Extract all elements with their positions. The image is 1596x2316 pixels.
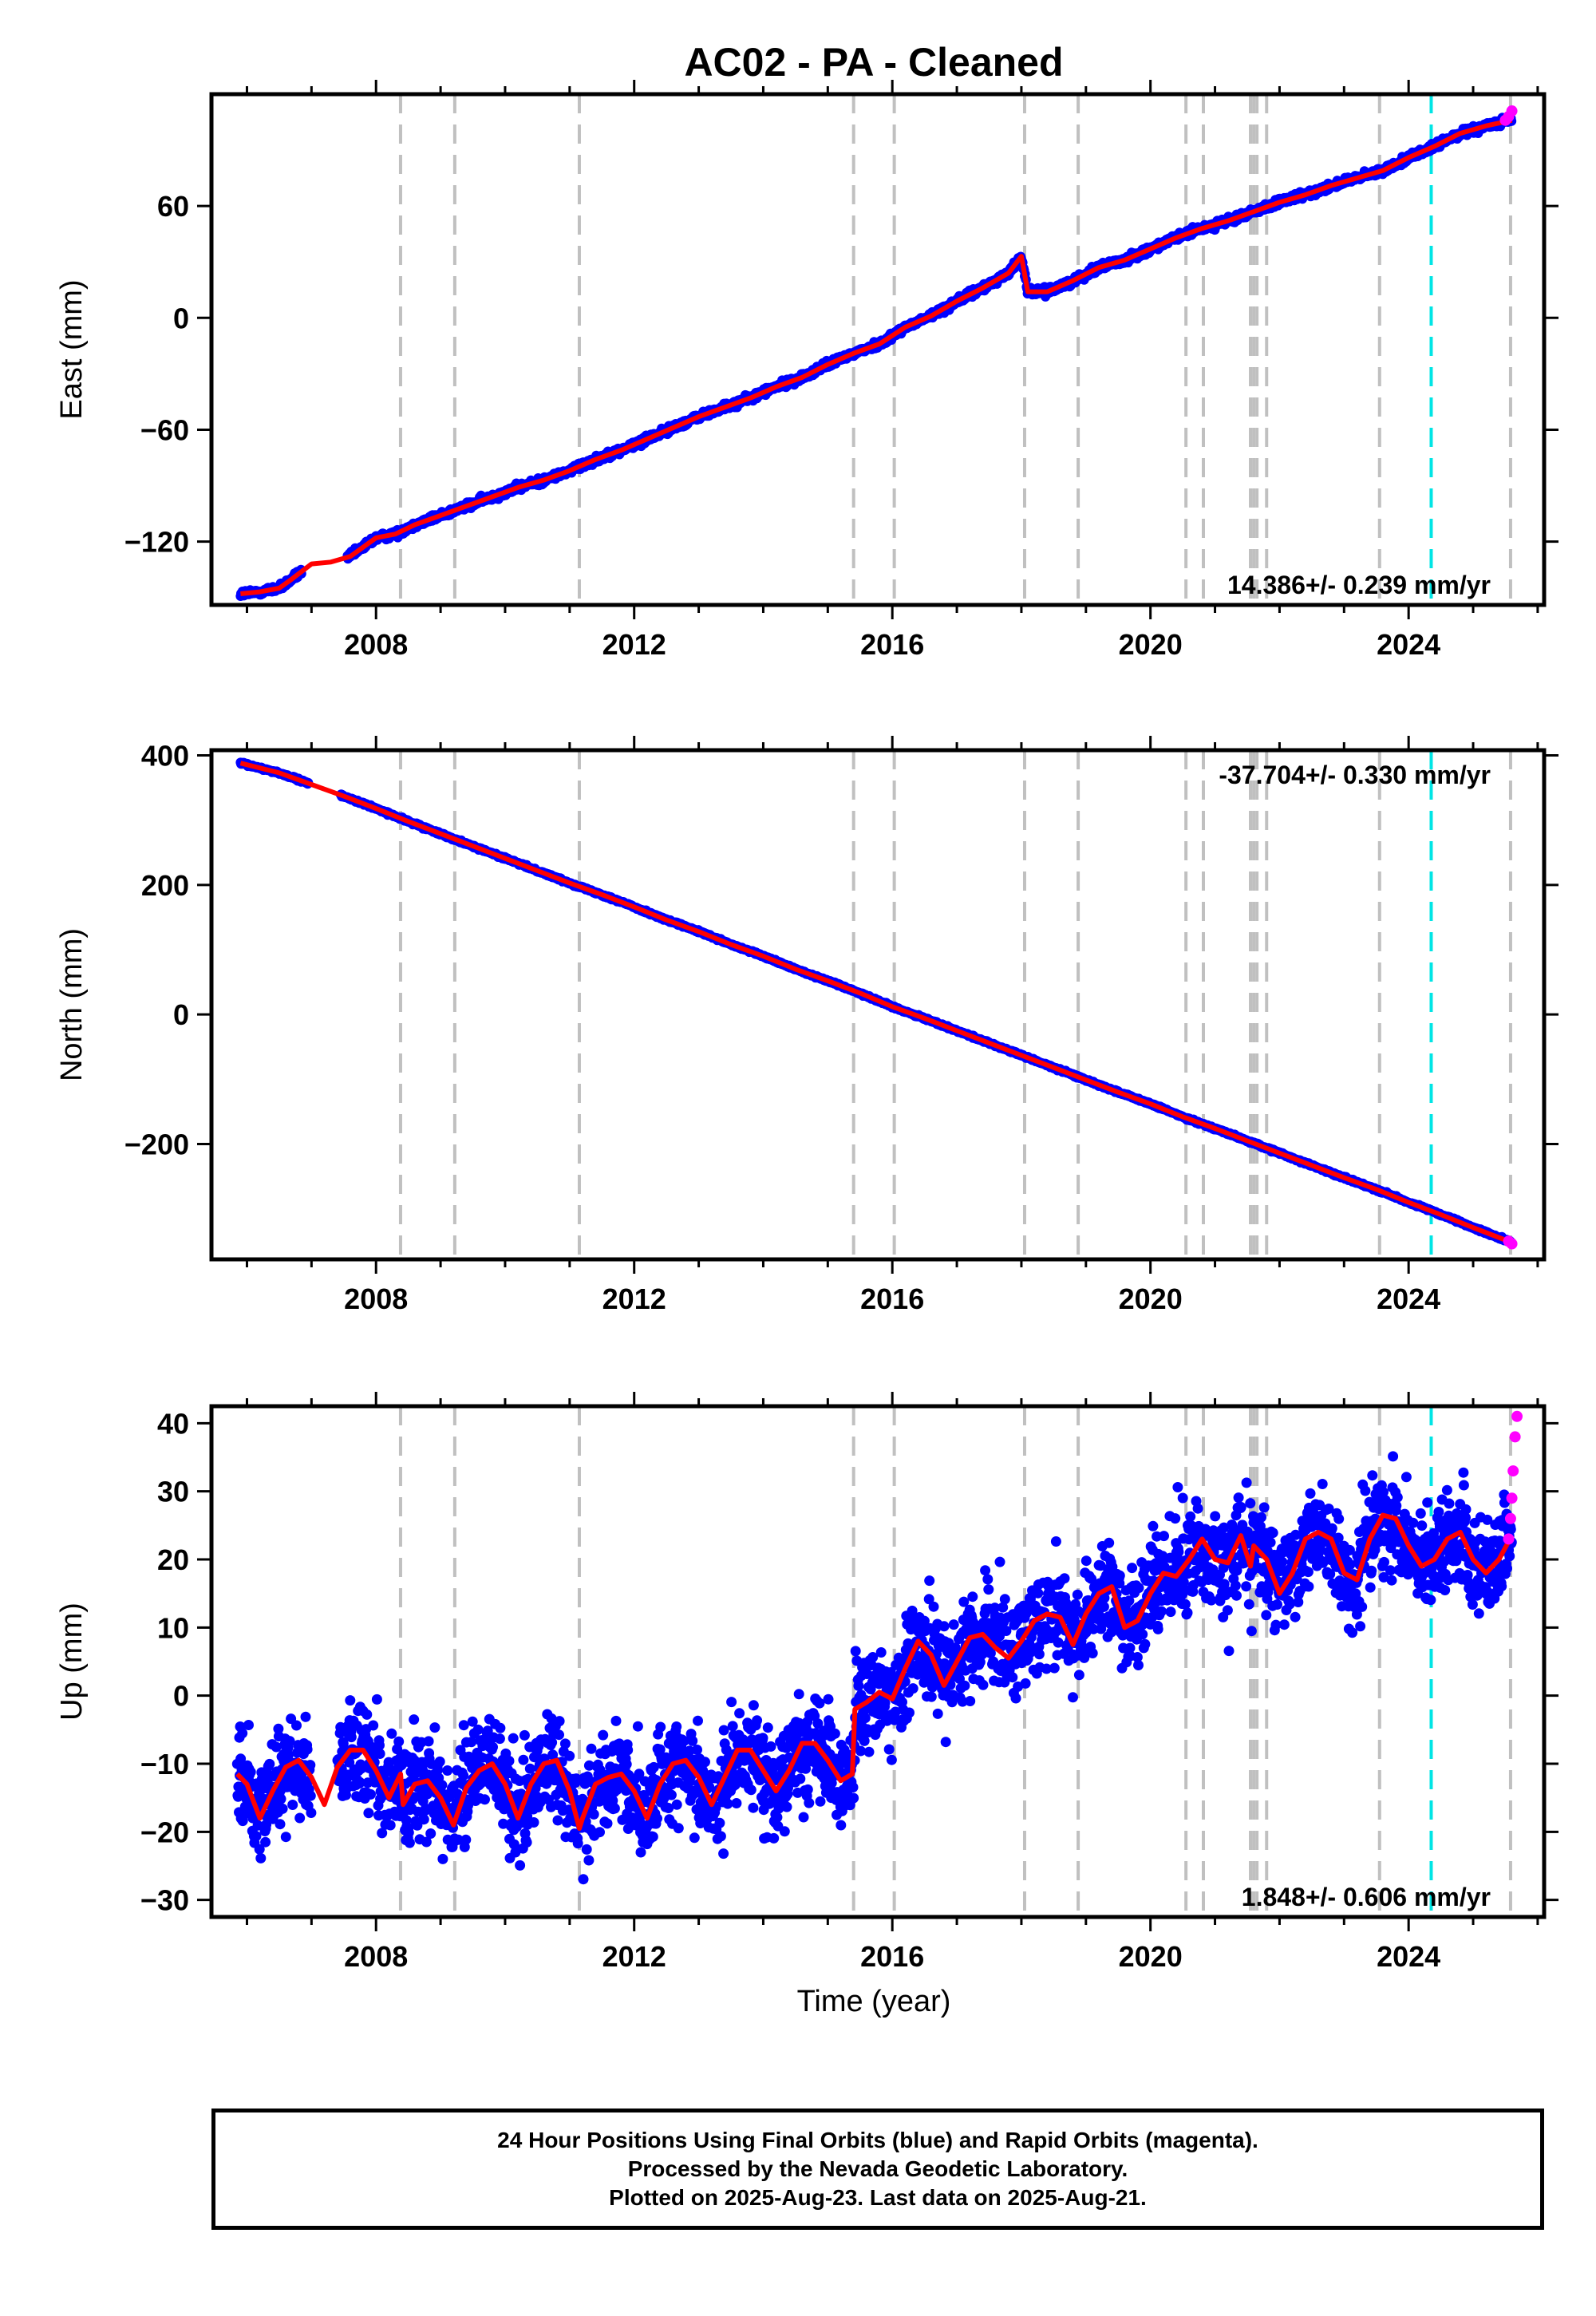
east-y-tick-label--120: −120 [124, 526, 189, 559]
east-y-tick-label-60: 60 [157, 190, 189, 223]
east-y-tick-label--60: −60 [140, 413, 189, 446]
east-data-layer [235, 113, 1517, 601]
east-x-tick-label-2012: 2012 [602, 628, 666, 661]
east-x-tick-label-2016: 2016 [860, 628, 924, 661]
north-data-layer [235, 757, 1517, 1248]
east-rate-label: 14.386+/- 0.239 mm/yr [1227, 571, 1491, 599]
east-x-tick-label-2024: 2024 [1377, 628, 1440, 661]
east-y-axis-label: East (mm) [55, 279, 89, 419]
figure-title: AC02 - PA - Cleaned [684, 40, 1063, 85]
east-plot-frame [209, 92, 1547, 607]
panels: 2008 2012 2016 2020 2024 −120 −60 0 60 East (mm) 1… [55, 80, 1558, 1973]
east-x-tick-label-2020: 2020 [1119, 628, 1183, 661]
east-y-tick-label-0: 0 [173, 302, 189, 334]
east-x-tick-label-2008: 2008 [344, 628, 408, 661]
panel-east: 2008 2012 2016 2020 2024 −120 −60 0 60 East (mm) 1… [55, 80, 1558, 661]
east-rapid-point-2 [1506, 105, 1518, 117]
east-model-line [240, 117, 1513, 596]
